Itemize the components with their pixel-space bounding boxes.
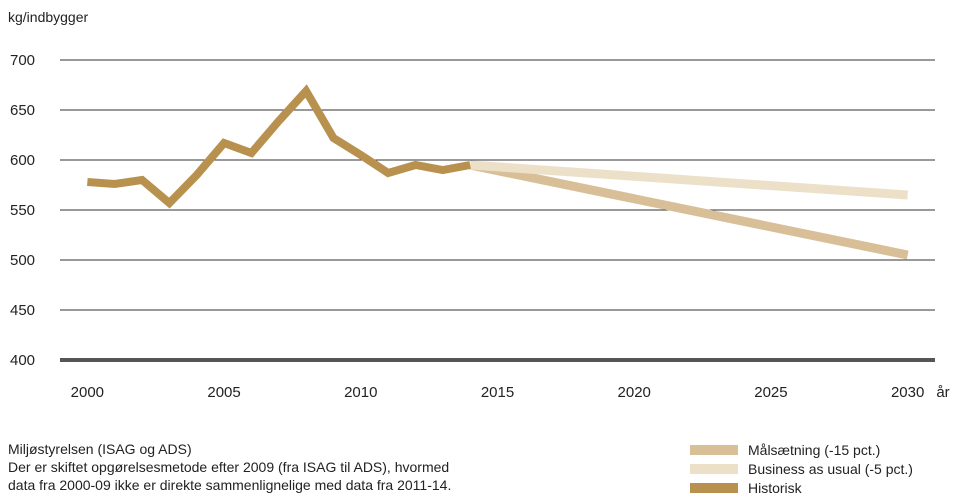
x-tick-labels: 2000 2005 2010 2015 2020 2025 2030 år	[71, 384, 950, 401]
x-tick-2030: 2030	[891, 384, 924, 401]
x-tick-2000: 2000	[71, 384, 104, 401]
legend: Målsætning (-15 pct.) Business as usual …	[690, 440, 913, 497]
y-tick-700: 700	[10, 52, 35, 69]
legend-item-historisk: Historisk	[690, 478, 913, 497]
legend-label-historisk: Historisk	[748, 479, 802, 496]
x-tick-2005: 2005	[207, 384, 240, 401]
series-lines	[87, 84, 909, 260]
legend-label-maalsaetning: Målsætning (-15 pct.)	[748, 441, 881, 458]
y-tick-400: 400	[10, 352, 35, 369]
series-line-historisk	[87, 84, 471, 209]
legend-swatch-business-as-usual	[690, 463, 738, 474]
x-tick-2010: 2010	[344, 384, 377, 401]
y-tick-500: 500	[10, 252, 35, 269]
x-axis-label: år	[936, 384, 949, 401]
legend-label-business-as-usual: Business as usual (-5 pct.)	[748, 460, 913, 477]
legend-swatch-maalsaetning	[690, 444, 738, 455]
x-tick-2015: 2015	[481, 384, 514, 401]
series-line-business-as-usual	[469, 160, 908, 200]
y-tick-450: 450	[10, 302, 35, 319]
y-axis-label: kg/indbygger	[8, 9, 89, 25]
legend-item-business-as-usual: Business as usual (-5 pct.)	[690, 459, 913, 478]
x-tick-2025: 2025	[754, 384, 787, 401]
method-note-line-1: Der er skiftet opgørelsesmetode efter 20…	[8, 459, 450, 475]
chart-notes: Miljøstyrelsen (ISAG og ADS) Der er skif…	[8, 440, 451, 494]
y-tick-550: 550	[10, 202, 35, 219]
y-tick-600: 600	[10, 152, 35, 169]
y-tick-labels: 400 450 500 550 600 650 700	[10, 52, 35, 369]
grid-lines	[60, 59, 935, 362]
legend-swatch-historisk	[690, 482, 738, 493]
series-line-maalsaetning	[469, 160, 909, 260]
y-tick-650: 650	[10, 102, 35, 119]
method-note-line-2: data fra 2000-09 ikke er direkte sammenl…	[8, 477, 452, 493]
source-note: Miljøstyrelsen (ISAG og ADS)	[8, 441, 192, 457]
legend-item-maalsaetning: Målsætning (-15 pct.)	[690, 440, 913, 459]
x-tick-2020: 2020	[618, 384, 651, 401]
